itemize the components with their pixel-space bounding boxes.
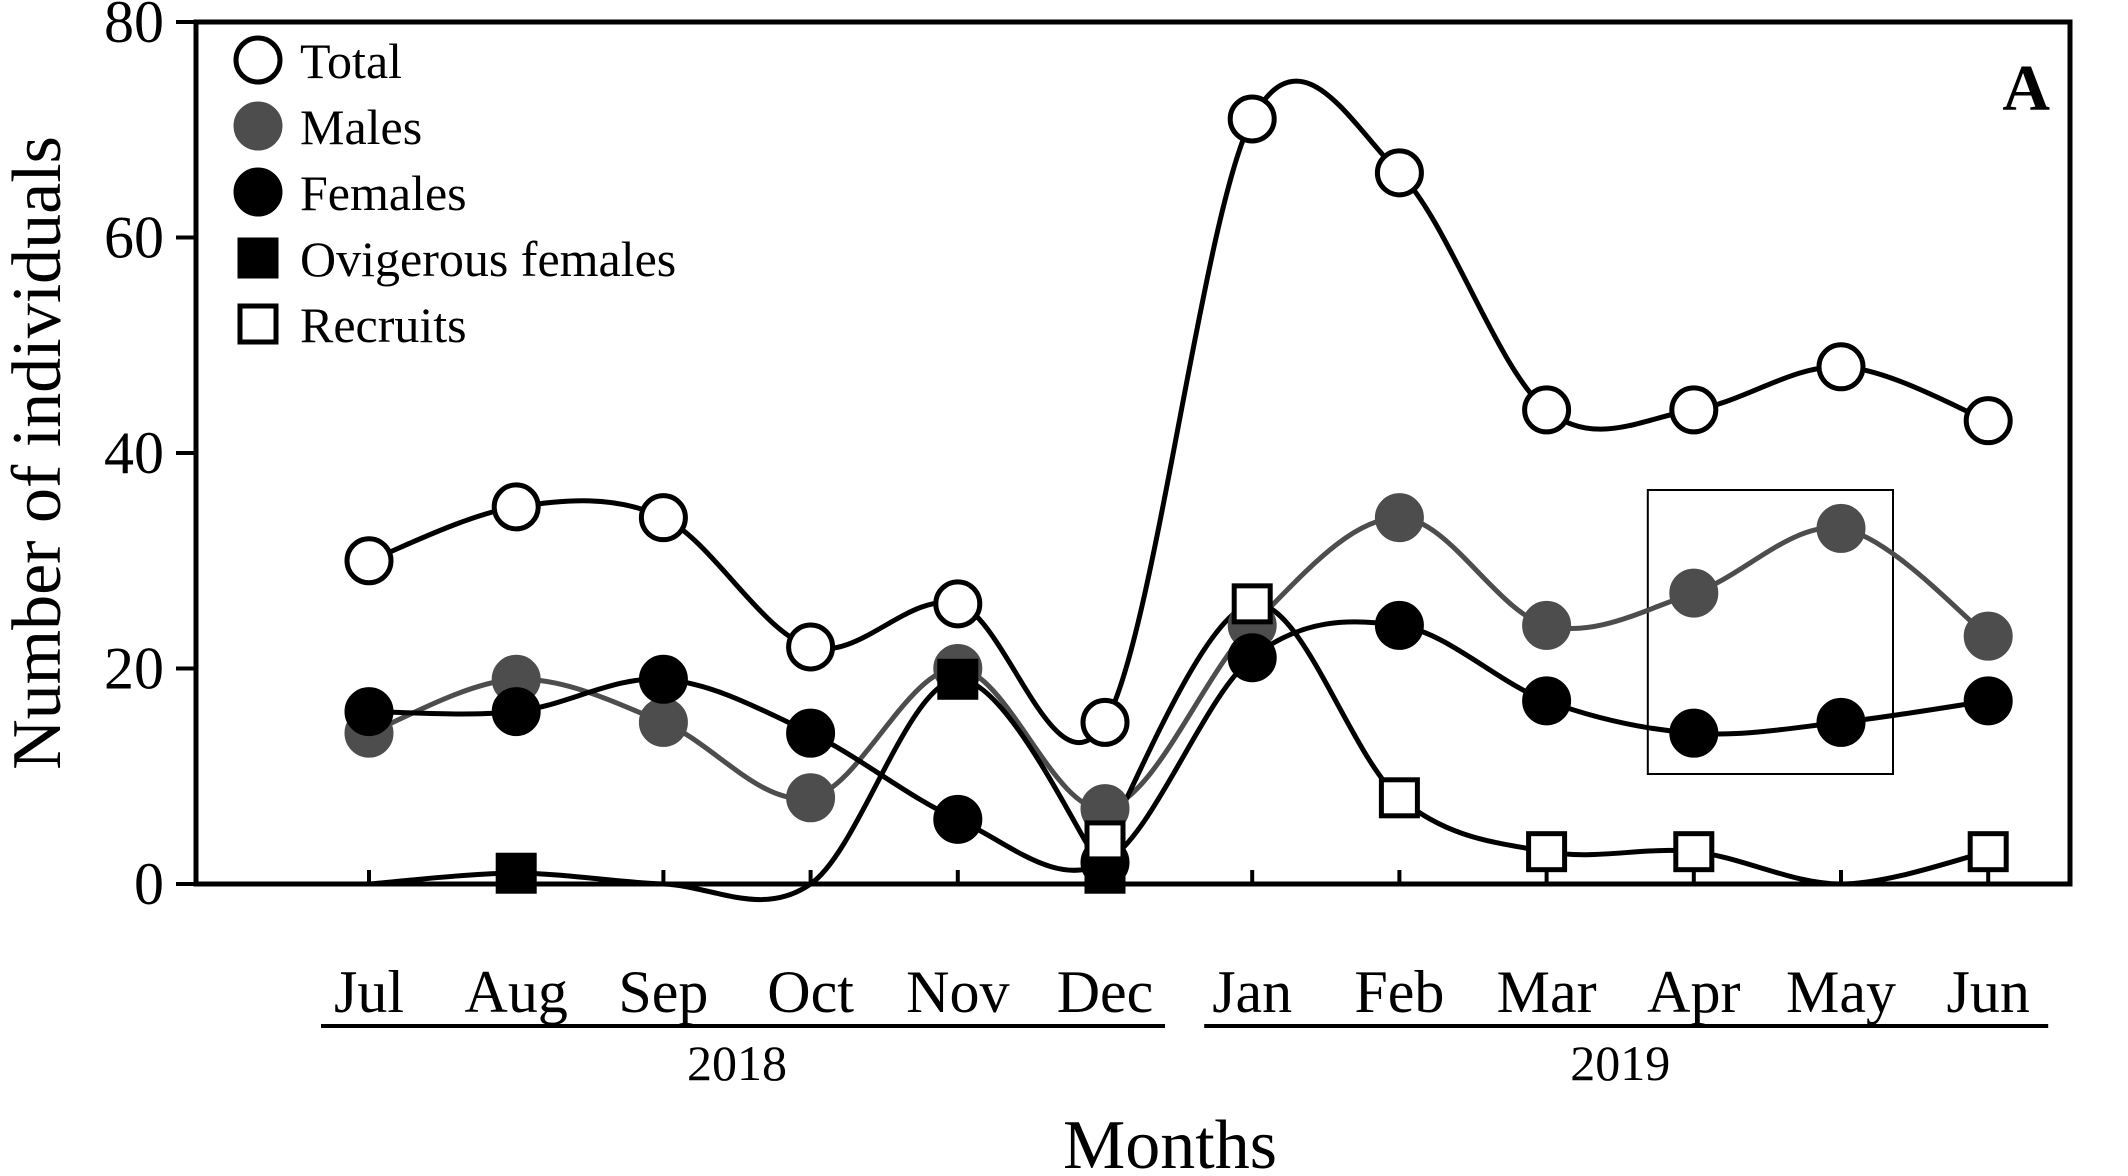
x-tick-label: Aug [465,959,568,1025]
x-tick-label: Sep [618,959,708,1025]
females-point [491,687,541,737]
females-point [786,708,836,758]
year-label: 2019 [1570,1035,1670,1091]
x-tick-label: Jul [334,959,404,1025]
total-point [344,536,394,586]
series-markers [344,94,2013,894]
month-labels: Jul Aug Sep Oct Nov Dec Jan Feb Mar Apr May Jun [334,959,2030,1025]
males-point [1816,503,1866,553]
x-tick-label: Jun [1947,959,2030,1025]
legend-label-ovigerous-females: Ovigerous females [300,231,676,287]
females-point [933,794,983,844]
total-point [638,493,688,543]
total-point [491,482,541,532]
recruits-point [1673,831,1715,873]
total-point [1816,342,1866,392]
y-tick-label: 60 [104,205,164,271]
females-series-line [368,619,1989,873]
females-point [1522,676,1572,726]
ovigerous-females-point [495,852,537,894]
females-point [1374,600,1424,650]
legend-marker-females [233,167,283,217]
x-tick-label: Dec [1057,959,1154,1025]
highlight-box [1646,489,1895,775]
legend-label-females: Females [300,165,467,221]
males-point [1374,493,1424,543]
total-point [1374,148,1424,198]
legend-marker-males [233,101,283,151]
y-tick-label: 40 [104,420,164,486]
year-groups: 2018 2019 [321,1024,2049,1091]
y-tick-label: 20 [104,636,164,702]
legend-marker-total [233,35,283,85]
y-axis-ticks: 0 20 40 60 80 [104,0,196,917]
legend: Total Males Females Ovigerous females Recrui… [233,33,676,353]
recruits-point [1378,777,1420,819]
legend-marker-ovigerous-females [237,237,279,279]
total-point [1227,94,1277,144]
x-tick-label: Oct [767,959,854,1025]
females-point [344,687,394,737]
recruits-point [1967,831,2009,873]
recruits-point [1084,820,1126,862]
females-point [1816,697,1866,747]
x-tick-label: Feb [1354,959,1444,1025]
total-point [1080,697,1130,747]
total-point [1963,396,2013,446]
males-point [1963,611,2013,661]
legend-marker-recruits [237,303,279,345]
highlight-box-group [1646,489,1895,775]
females-point [1963,676,2013,726]
x-tick-label: Jan [1212,959,1292,1025]
total-point [933,579,983,629]
x-tick-label: Apr [1647,959,1740,1025]
panel-label: A [2002,52,2050,125]
total-point [786,622,836,672]
legend-label-total: Total [300,33,402,89]
x-axis-title: Months [1063,1107,1277,1176]
y-tick-label: 80 [104,0,164,55]
ovigerous-females-point [937,658,979,700]
recruits-point [1231,583,1273,625]
x-tick-label: Mar [1497,959,1597,1025]
males-point [1669,568,1719,618]
x-tick-label: Nov [906,959,1009,1025]
total-series-line [368,78,1990,745]
y-axis-title: Number of individuals [0,136,76,770]
plot-frame [193,19,2073,887]
males-point [638,697,688,747]
year-label: 2018 [687,1035,787,1091]
legend-label-males: Males [300,99,422,155]
y-tick-label: 0 [134,851,164,917]
recruits-point [1526,831,1568,873]
legend-label-recruits: Recruits [300,297,467,353]
females-point [1669,708,1719,758]
females-point [638,654,688,704]
females-point [1227,633,1277,683]
males-point [786,773,836,823]
total-point [1669,385,1719,435]
males-point [1522,600,1572,650]
x-tick-label: May [1786,959,1896,1025]
total-point [1522,385,1572,435]
